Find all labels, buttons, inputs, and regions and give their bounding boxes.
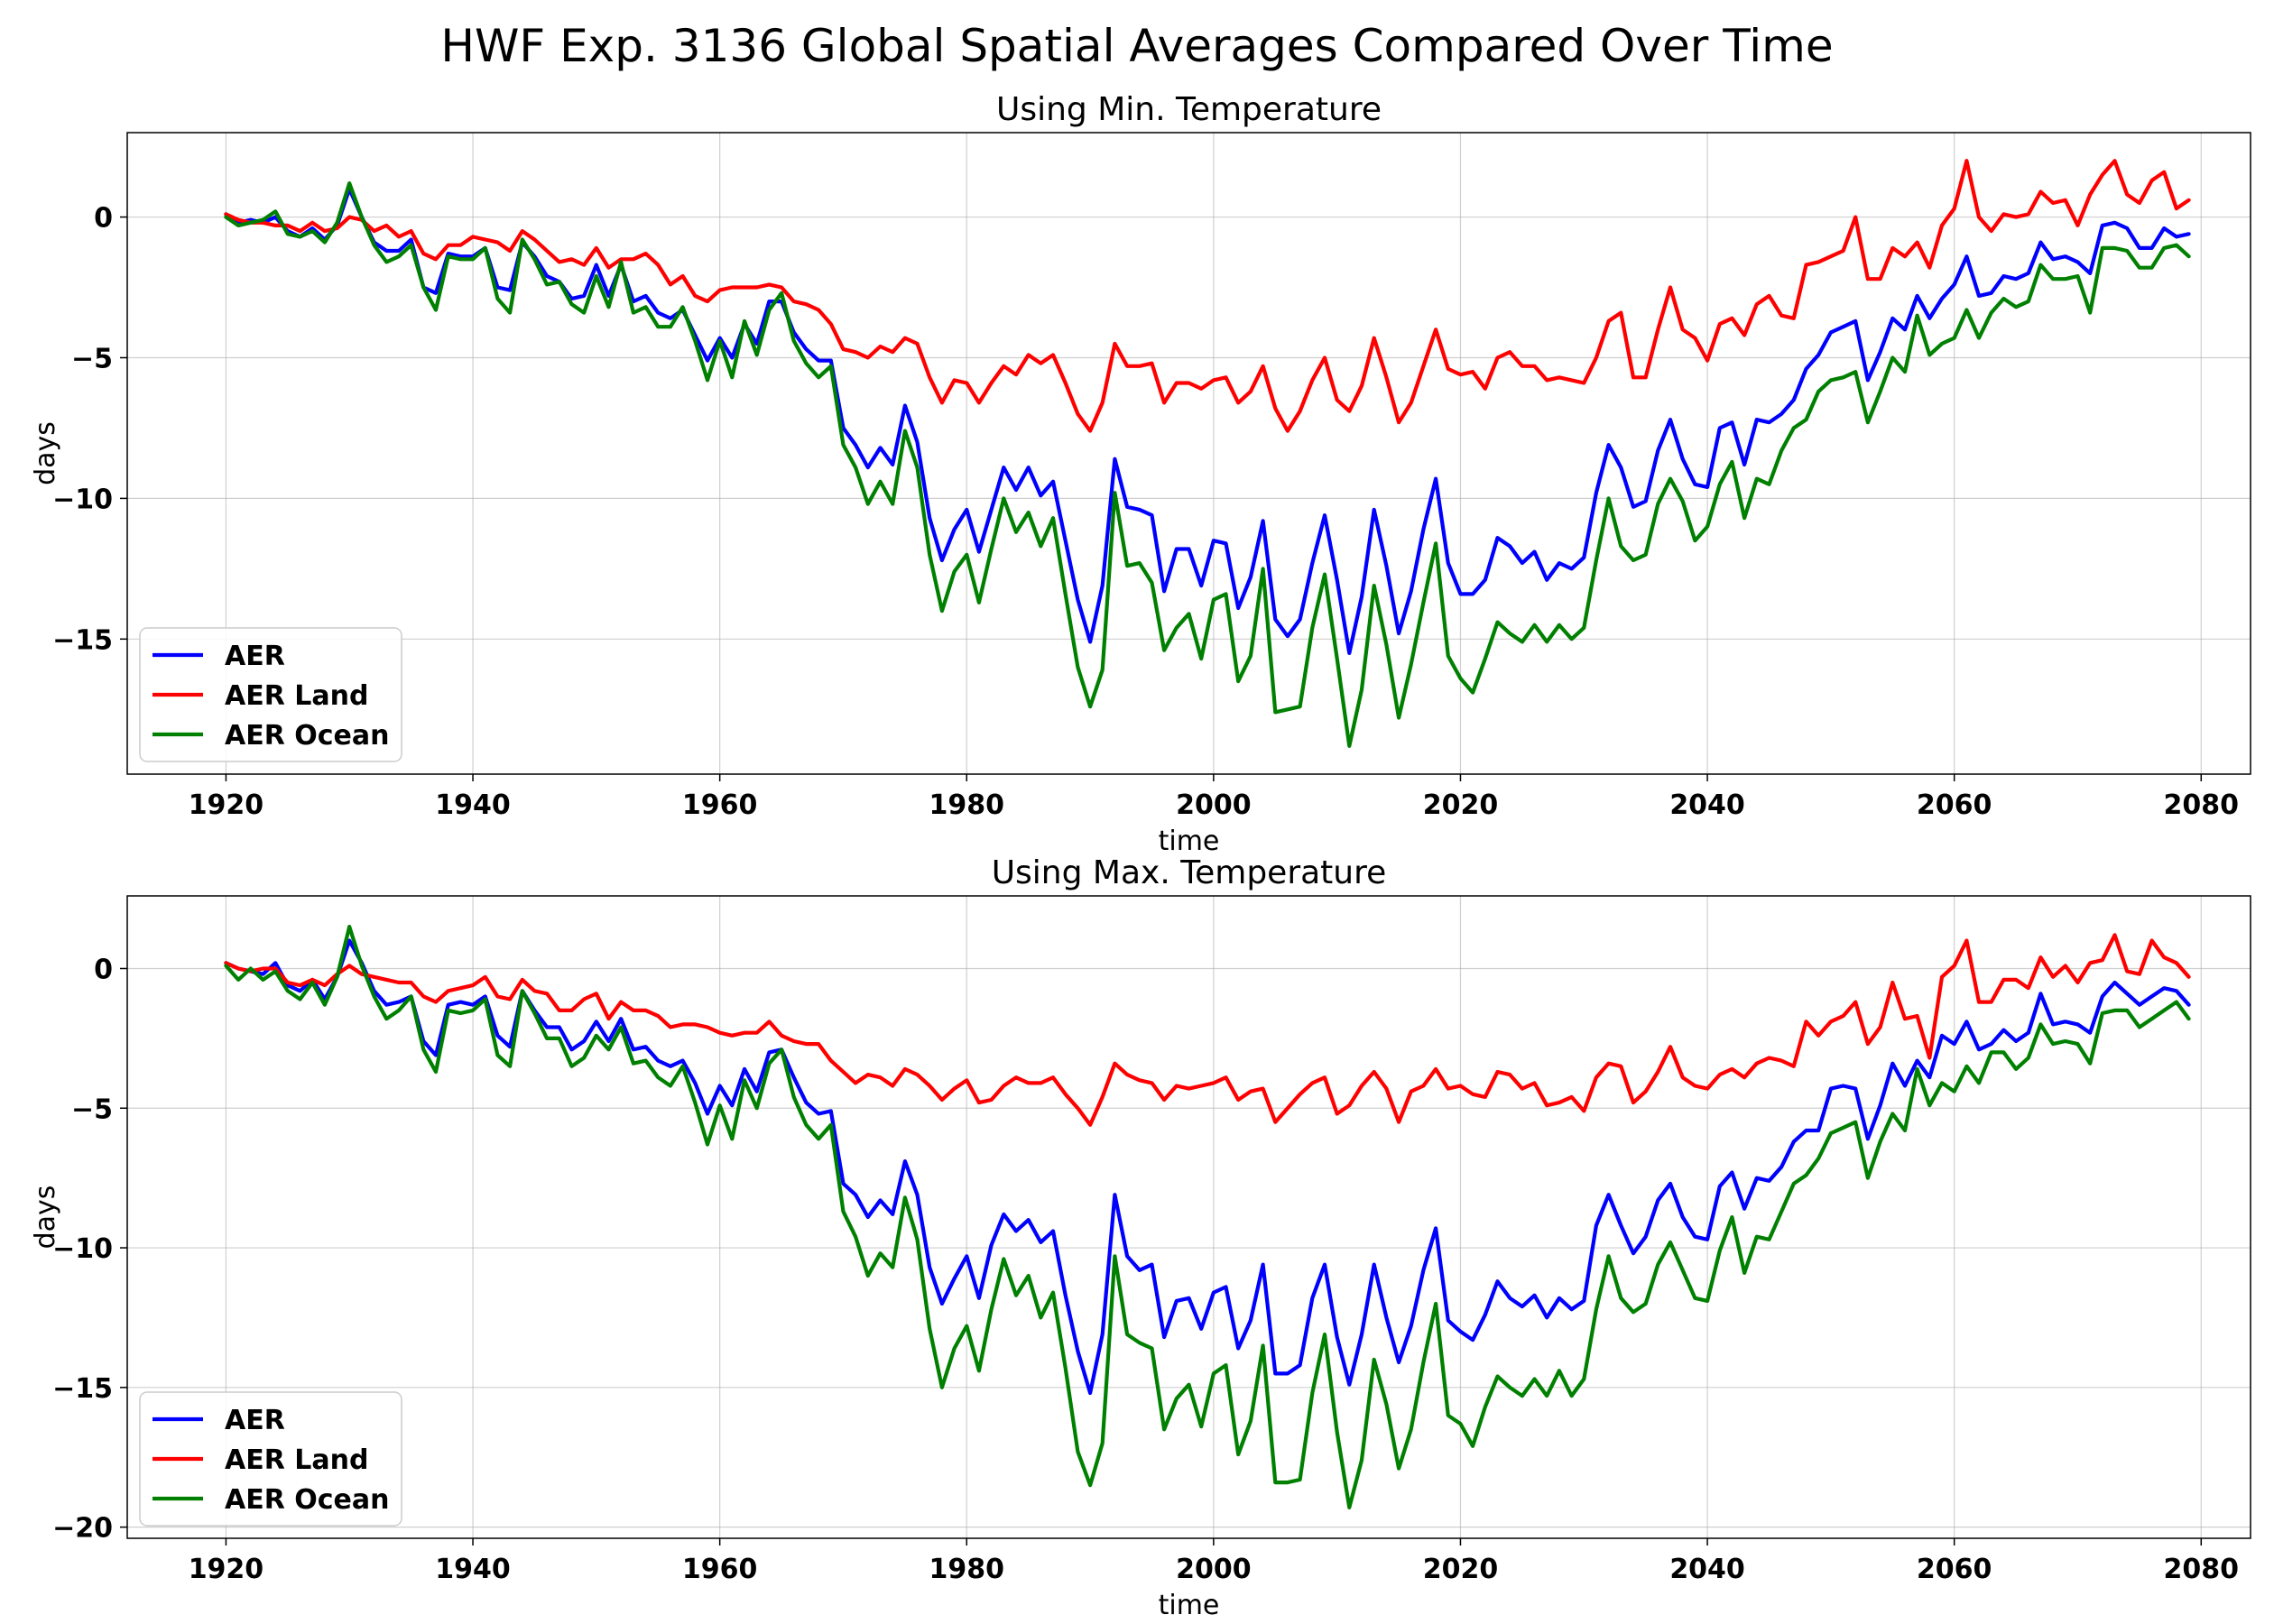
figure-title: HWF Exp. 3136 Global Spatial Averages Co… [440, 20, 1834, 72]
bottom-legend-label: AER [225, 1405, 285, 1436]
top-legend-label: AER Land [225, 680, 368, 712]
bottom-x-tick-label: 2080 [2164, 1554, 2240, 1585]
top-legend-label: AER Ocean [225, 720, 390, 752]
bottom-y-tick-label: 0 [94, 954, 113, 985]
bottom-legend-box [139, 1391, 402, 1527]
top-x-tick-label: 2000 [1176, 789, 1252, 821]
top-y-axis-label: days [30, 421, 61, 485]
top-legend-label: AER [225, 641, 285, 672]
top-x-tick-label: 2060 [1917, 789, 1992, 821]
top-y-tick-label: −5 [71, 343, 113, 374]
top-y-tick-label: −10 [52, 484, 113, 515]
bottom-x-tick-label: 2040 [1669, 1554, 1745, 1585]
top-x-tick-label: 1960 [682, 789, 758, 821]
bottom-series-line-aer-land [224, 933, 2191, 1127]
top-legend-box [139, 627, 402, 762]
top-y-tick-label: 0 [94, 203, 113, 235]
bottom-y-tick-label: −5 [71, 1093, 113, 1125]
bottom-x-tick-label: 1920 [189, 1554, 264, 1585]
bottom-x-tick-label: 1980 [929, 1554, 1005, 1585]
top-x-axis-label: time [1159, 826, 1220, 857]
top-series-line-aer-land [224, 159, 2191, 433]
top-x-tick-label: 1980 [929, 789, 1005, 821]
top-x-tick-label: 2020 [1423, 789, 1499, 821]
bottom-y-tick-label: −20 [52, 1513, 113, 1545]
bottom-y-axis-label: days [30, 1186, 61, 1250]
bottom-x-tick-label: 1940 [435, 1554, 511, 1585]
bottom-y-tick-label: −15 [52, 1373, 113, 1405]
top-plot-frame [126, 132, 2251, 775]
bottom-legend-label: AER Land [225, 1444, 368, 1476]
top-x-tick-label: 2080 [2164, 789, 2240, 821]
bottom-x-tick-label: 2060 [1917, 1554, 1992, 1585]
bottom-series-line-aer-ocean [224, 924, 2191, 1510]
bottom-series-line-aer [224, 938, 2191, 1396]
top-y-tick-label: −15 [52, 624, 113, 656]
bottom-plot-frame [126, 895, 2251, 1539]
top-x-tick-label: 1940 [435, 789, 511, 821]
bottom-x-tick-label: 1960 [682, 1554, 758, 1585]
top-series-line-aer [224, 187, 2191, 656]
top-x-tick-label: 1920 [189, 789, 264, 821]
bottom-y-tick-label: −10 [52, 1233, 113, 1265]
top-subplot-title: Using Min. Temperature [996, 91, 1382, 128]
top-series-line-aer-ocean [224, 181, 2191, 748]
bottom-subplot-title: Using Max. Temperature [992, 854, 1387, 891]
bottom-x-tick-label: 2020 [1423, 1554, 1499, 1585]
bottom-x-axis-label: time [1159, 1590, 1220, 1621]
bottom-legend-label: AER Ocean [225, 1484, 390, 1516]
bottom-x-tick-label: 2000 [1176, 1554, 1252, 1585]
top-x-tick-label: 2040 [1669, 789, 1745, 821]
